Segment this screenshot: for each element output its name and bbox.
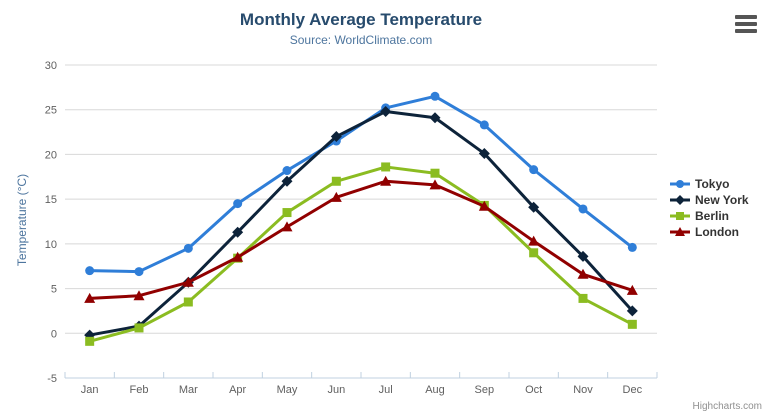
data-point-marker[interactable] [182,276,194,287]
legend-symbol[interactable] [675,195,685,205]
x-axis-tick-label: Jul [379,384,393,396]
series-line [88,165,634,343]
data-point-marker[interactable] [430,168,440,178]
chart-subtitle: Source: WorldClimate.com [289,33,433,47]
data-point-marker[interactable] [85,336,95,346]
context-menu-button[interactable] [733,13,761,38]
data-point-marker[interactable] [528,235,540,246]
legend: Tokyo New York Berlin London [670,176,749,240]
legend-marker-icon [670,180,690,188]
y-axis-tick-label: 5 [51,284,57,296]
data-point-marker[interactable] [380,106,392,118]
data-point-marker[interactable] [429,112,441,124]
hamburger-icon [735,15,757,19]
data-point-marker[interactable] [380,175,392,186]
chart-title: Monthly Average Temperature [239,10,483,29]
legend-label: London [695,225,739,239]
data-point-marker[interactable] [626,305,638,317]
data-point-marker[interactable] [134,267,144,277]
legend-symbol[interactable] [676,212,684,220]
data-point-marker[interactable] [183,243,193,253]
x-axis-tick-label: Jun [327,384,345,396]
data-point-marker[interactable] [528,201,540,213]
y-axis-tick-label: -5 [47,373,57,385]
x-axis-tick-label: Mar [179,384,198,396]
x-axis-tick-label: Sep [475,384,495,396]
y-axis-tick-label: 25 [45,105,57,117]
data-point-marker[interactable] [478,200,490,211]
data-point-marker[interactable] [627,242,637,252]
data-point-marker[interactable] [183,297,193,307]
hamburger-icon [735,29,757,33]
data-point-marker[interactable] [232,226,244,238]
data-point-marker[interactable] [479,120,489,130]
x-axis-tick-label: Apr [229,384,246,396]
legend-marker-icon [670,212,690,220]
data-point-marker[interactable] [282,166,292,176]
legend-label: Tokyo [695,177,730,191]
data-point-marker[interactable] [232,251,244,262]
data-point-marker[interactable] [281,221,293,232]
legend-item-berlin[interactable]: Berlin [670,208,749,224]
data-point-marker[interactable] [381,162,391,172]
x-axis-tick-label: Oct [525,384,542,396]
data-point-marker[interactable] [429,179,441,190]
data-point-marker[interactable] [478,148,490,160]
data-point-marker[interactable] [282,208,292,218]
legend-marker-icon [670,195,690,205]
legend-item-new-york[interactable]: New York [670,192,749,208]
data-point-marker[interactable] [281,175,293,187]
data-point-marker[interactable] [85,266,95,276]
data-point-marker[interactable] [330,131,342,143]
series-tokyo[interactable] [85,91,637,277]
legend-symbol[interactable] [675,227,685,236]
y-axis-tick-label: 30 [45,60,57,72]
data-point-marker[interactable] [331,176,341,186]
y-axis-tick-label: 10 [45,239,57,251]
x-axis-tick-label: May [277,384,298,396]
data-point-marker[interactable] [134,323,144,333]
data-point-marker[interactable] [529,165,539,175]
data-point-marker[interactable] [133,290,145,301]
legend-label: New York [695,193,749,207]
x-axis-tick-label: Aug [425,384,445,396]
data-point-marker[interactable] [330,191,342,202]
data-point-marker[interactable] [430,91,440,101]
data-point-marker[interactable] [233,199,243,209]
y-axis-tick-label: 15 [45,194,57,206]
x-axis-tick-label: Nov [573,384,593,396]
series-new-york[interactable] [84,106,638,341]
data-point-marker[interactable] [626,284,638,295]
x-axis-tick-label: Jan [81,384,99,396]
data-point-marker[interactable] [627,319,637,329]
data-point-marker[interactable] [577,250,589,262]
y-axis-tick-label: 20 [45,149,57,161]
legend-item-tokyo[interactable]: Tokyo [670,176,749,192]
legend-item-london[interactable]: London [670,224,749,240]
highcharts-credit[interactable]: Highcharts.com [692,401,762,412]
hamburger-icon [735,22,757,26]
legend-marker-icon [670,227,690,236]
x-axis-tick-label: Feb [130,384,149,396]
legend-label: Berlin [695,209,730,223]
data-point-marker[interactable] [578,293,588,303]
series-london[interactable] [84,175,638,303]
data-point-marker[interactable] [577,268,589,279]
data-point-marker[interactable] [84,292,96,303]
series-line [88,110,634,337]
data-point-marker[interactable] [578,204,588,214]
series-line [88,179,634,300]
legend-symbol[interactable] [676,180,684,188]
data-point-marker[interactable] [529,248,539,258]
y-axis-tick-label: 0 [51,328,57,340]
x-axis-tick-label: Dec [623,384,643,396]
